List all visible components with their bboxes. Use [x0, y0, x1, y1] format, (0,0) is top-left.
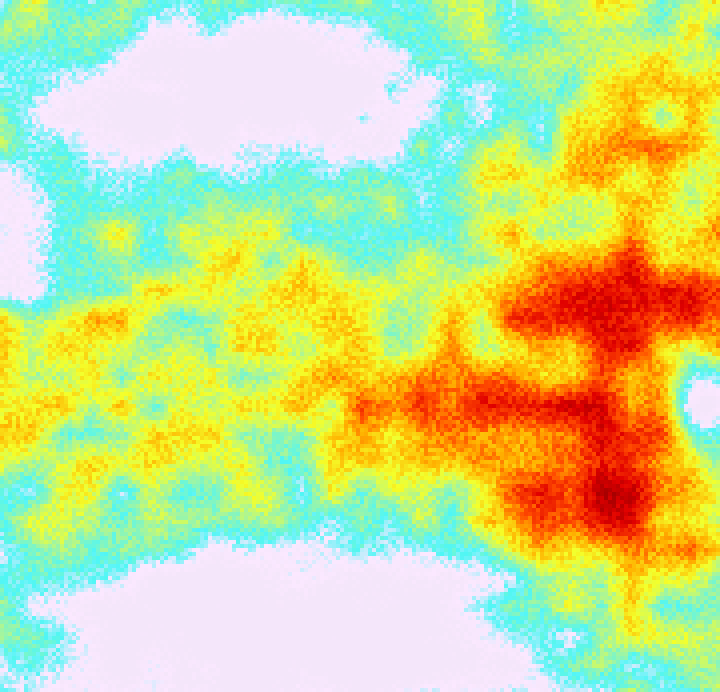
satellite-image — [0, 0, 720, 692]
false-color-field — [0, 0, 720, 692]
